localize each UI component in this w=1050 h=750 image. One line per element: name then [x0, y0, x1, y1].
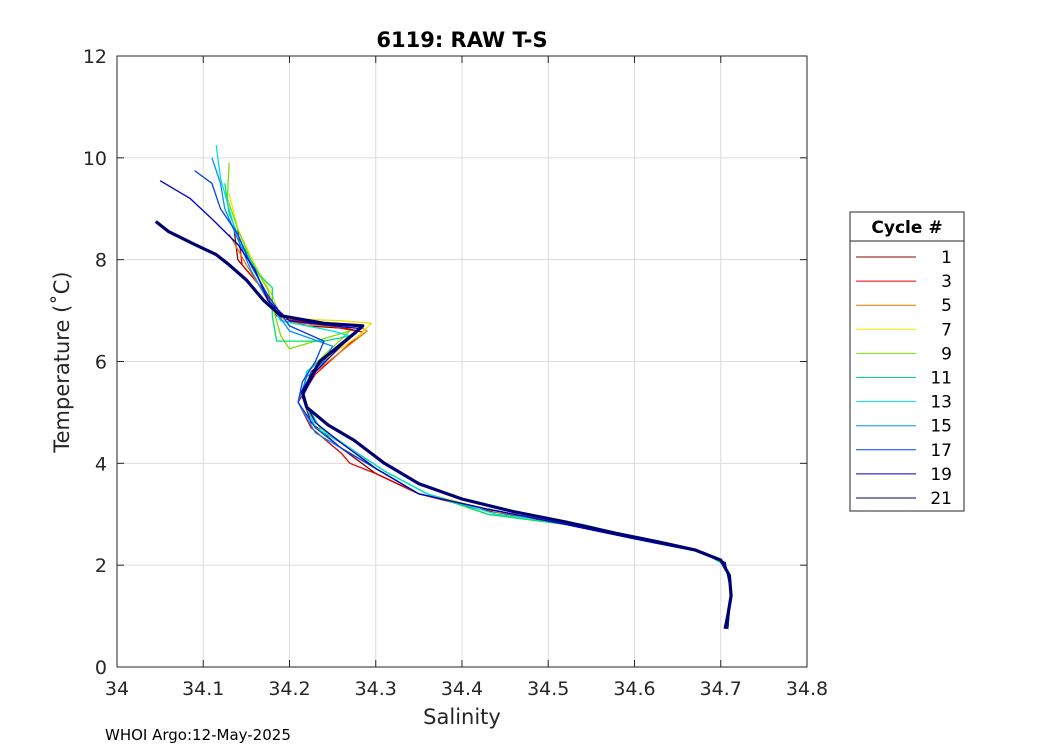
- x-tick-label: 34.1: [182, 678, 224, 700]
- series-line-cycle-13: [215, 145, 732, 629]
- legend-entry-cycle-11: 11: [856, 369, 952, 389]
- legend-label: 11: [930, 369, 952, 389]
- credit-text: WHOI Argo:12-May-2025: [105, 726, 291, 744]
- grid: [117, 56, 807, 667]
- x-tick-label: 34.8: [786, 678, 828, 700]
- legend-entry-cycle-19: 19: [856, 465, 952, 485]
- legend-label: 17: [930, 441, 952, 461]
- legend-entry-cycle-7: 7: [856, 320, 952, 340]
- legend-entry-cycle-3: 3: [856, 272, 952, 292]
- x-axis-title: Salinity: [423, 705, 501, 729]
- y-tick-label: 2: [95, 555, 107, 577]
- legend-label: 7: [941, 320, 952, 340]
- legend-entry-cycle-21: 21: [856, 489, 952, 509]
- axis-ticks: 34 34.1 34.2 34.3 34.4 34.5 34.6 34.7 34.8 0 2 4 6 8 1…: [83, 46, 828, 700]
- legend-label: 19: [930, 465, 952, 485]
- x-tick-label: 34: [105, 678, 129, 700]
- legend-entry-cycle-15: 15: [856, 417, 952, 437]
- legend-entry-cycle-13: 13: [856, 393, 952, 413]
- y-tick-label: 6: [95, 352, 107, 374]
- series-line-cycle-17: [194, 170, 732, 629]
- legend-entry-cycle-17: 17: [856, 441, 952, 461]
- series-line-cycle-3: [237, 229, 732, 629]
- y-tick-label: 0: [95, 657, 107, 679]
- legend-entry-cycle-5: 5: [856, 296, 952, 316]
- legend-box: [849, 211, 965, 512]
- y-tick-label: 8: [95, 250, 107, 272]
- legend-title: Cycle #: [871, 218, 942, 238]
- legend-entry-cycle-9: 9: [856, 344, 952, 364]
- legend-entry-cycle-1: 1: [856, 248, 952, 268]
- legend-label: 21: [930, 489, 952, 509]
- chart-title: 6119: RAW T-S: [376, 28, 547, 52]
- series-lines: [154, 145, 733, 630]
- legend-label: 15: [930, 417, 952, 437]
- y-tick-label: 12: [83, 46, 107, 68]
- series-line-cycle-21: [154, 220, 733, 630]
- x-tick-label: 34.7: [700, 678, 742, 700]
- y-axis-title: Temperature (˚C): [50, 271, 74, 453]
- legend-label: 13: [930, 393, 952, 413]
- legend-label: 9: [941, 344, 952, 364]
- x-tick-label: 34.5: [527, 678, 569, 700]
- x-tick-label: 34.2: [268, 678, 310, 700]
- legend-label: 3: [941, 272, 952, 292]
- x-tick-label: 34.6: [613, 678, 655, 700]
- legend-label: 1: [941, 248, 952, 268]
- x-tick-label: 34.4: [441, 678, 483, 700]
- series-line-cycle-5: [228, 233, 732, 629]
- x-tick-label: 34.3: [355, 678, 397, 700]
- series-line-cycle-1: [232, 223, 732, 629]
- y-tick-label: 10: [83, 148, 107, 170]
- legend-label: 5: [941, 296, 952, 316]
- y-tick-label: 4: [95, 453, 107, 475]
